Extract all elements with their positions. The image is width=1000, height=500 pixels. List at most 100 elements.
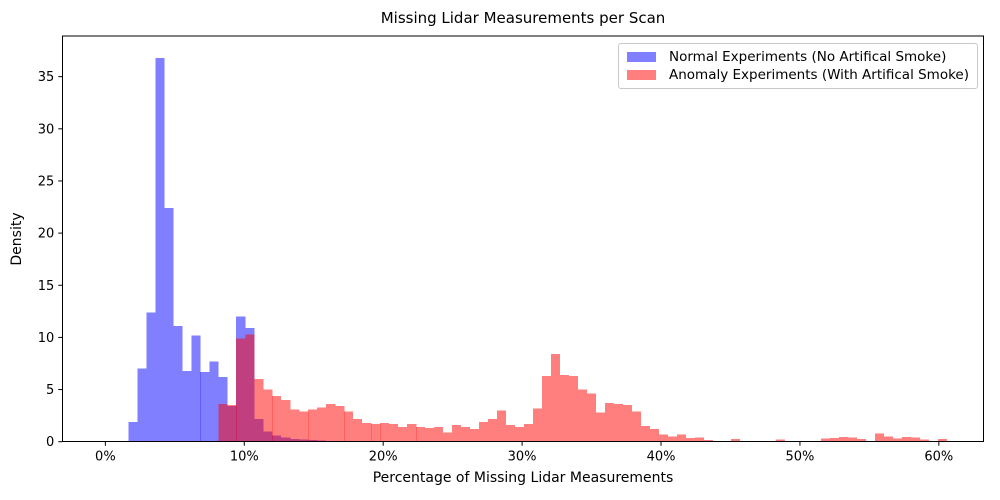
hist-bar-anomaly — [703, 440, 713, 442]
x-tick-label: 50% — [785, 450, 814, 465]
hist-bar-anomaly — [650, 429, 660, 442]
hist-bar-anomaly — [452, 425, 462, 442]
legend-item-anomaly: Anomaly Experiments (With Artifical Smok… — [627, 67, 969, 83]
hist-bar-anomaly — [290, 409, 300, 442]
x-axis-label: Percentage of Missing Lidar Measurements — [372, 470, 674, 486]
hist-bar-anomaly — [910, 437, 920, 442]
hist-bar-anomaly — [443, 432, 453, 442]
y-tick-label: 25 — [38, 174, 55, 189]
hist-bar-anomaly — [344, 411, 354, 442]
hist-bar-anomaly — [847, 437, 857, 442]
hist-bar-anomaly — [497, 410, 507, 442]
hist-bar-anomaly — [641, 426, 651, 442]
x-tick-label: 0% — [95, 450, 116, 465]
hist-bar-anomaly — [569, 376, 579, 442]
hist-bar-anomaly — [227, 405, 237, 442]
hist-bar-anomaly — [479, 421, 489, 442]
hist-bar-normal — [209, 361, 219, 442]
hist-bar-anomaly — [281, 399, 291, 442]
x-tick-label: 60% — [924, 450, 953, 465]
legend: Normal Experiments (No Artifical Smoke) … — [618, 43, 978, 89]
axes-spines — [61, 35, 984, 443]
hist-bar-anomaly — [470, 429, 480, 442]
hist-bar-anomaly — [389, 423, 399, 442]
hist-bar-anomaly — [838, 437, 848, 442]
hist-bar-anomaly — [676, 434, 687, 442]
hist-bar-normal — [173, 325, 183, 442]
hist-bar-anomaly — [461, 427, 471, 442]
hist-bar-anomaly — [272, 395, 282, 442]
hist-bar-anomaly — [659, 434, 669, 442]
hist-bar-anomaly — [236, 338, 246, 442]
hist-bar-anomaly — [614, 404, 624, 442]
legend-swatch-anomaly-icon — [627, 70, 656, 81]
y-tick-label: 5 — [46, 383, 54, 398]
hist-bar-anomaly — [308, 409, 318, 442]
hist-bar-normal — [182, 370, 192, 442]
hist-bar-anomaly — [892, 438, 902, 442]
hist-bar-anomaly — [856, 439, 866, 442]
x-tick-label: 30% — [508, 450, 537, 465]
y-tick-label: 35 — [38, 70, 55, 85]
hist-bar-anomaly — [299, 411, 309, 442]
hist-bar-anomaly — [560, 374, 570, 442]
y-tick-label: 10 — [38, 331, 55, 346]
hist-bar-anomaly — [524, 423, 534, 442]
hist-bar-anomaly — [416, 427, 426, 442]
legend-label-normal: Normal Experiments (No Artifical Smoke) — [669, 48, 947, 65]
hist-bar-anomaly — [254, 379, 264, 442]
hist-bar-anomaly — [398, 427, 408, 442]
hist-bar-anomaly — [623, 405, 633, 442]
hist-bar-anomaly — [775, 439, 785, 442]
hist-bar-anomaly — [587, 393, 597, 442]
hist-bar-anomaly — [425, 428, 435, 442]
chart-title: Missing Lidar Measurements per Scan — [380, 9, 666, 27]
x-tick-label: 20% — [369, 450, 398, 465]
hist-bar-anomaly — [605, 403, 615, 442]
hist-bar-anomaly — [551, 354, 561, 442]
hist-bar-anomaly — [407, 423, 417, 442]
hist-bar-anomaly — [542, 376, 552, 442]
hist-bar-anomaly — [371, 423, 381, 442]
y-tick-label: 30 — [38, 122, 55, 137]
hist-bar-anomaly — [596, 412, 606, 442]
hist-bar-anomaly — [362, 422, 372, 442]
hist-bar-anomaly — [731, 439, 741, 442]
hist-bar-normal — [164, 208, 174, 442]
hist-bar-anomaly — [883, 436, 893, 442]
hist-bar-anomaly — [506, 425, 516, 442]
x-tick-label: 40% — [647, 450, 676, 465]
hist-bar-anomaly — [631, 411, 642, 442]
x-tick-label: 10% — [230, 450, 259, 465]
hist-bar-anomaly — [353, 418, 363, 442]
legend-swatch-normal-icon — [627, 51, 656, 62]
hist-bar-normal — [200, 371, 210, 442]
legend-label-anomaly: Anomaly Experiments (With Artifical Smok… — [669, 67, 969, 84]
y-tick-label: 20 — [38, 227, 55, 242]
hist-bar-anomaly — [335, 406, 345, 442]
hist-bar-anomaly — [667, 436, 677, 442]
y-tick-label: 0 — [46, 435, 54, 450]
hist-bar-anomaly — [901, 437, 911, 442]
hist-bar-anomaly — [533, 408, 543, 442]
hist-bar-anomaly — [218, 404, 228, 442]
hist-bar-anomaly — [820, 438, 830, 442]
hist-bar-anomaly — [686, 438, 696, 442]
hist-bar-anomaly — [434, 427, 444, 442]
hist-bar-normal — [137, 368, 147, 442]
hist-bar-anomaly — [263, 389, 273, 442]
hist-bar-anomaly — [245, 334, 255, 442]
hist-bar-anomaly — [488, 418, 498, 442]
legend-item-normal: Normal Experiments (No Artifical Smoke) — [627, 49, 969, 65]
hist-bar-anomaly — [919, 439, 929, 442]
hist-bar-anomaly — [515, 427, 525, 442]
hist-bar-anomaly — [695, 437, 705, 442]
y-axis-label: Density — [9, 212, 25, 266]
hist-bar-anomaly — [937, 439, 947, 442]
hist-bar-normal — [191, 335, 201, 442]
hist-bar-anomaly — [380, 422, 390, 442]
y-tick-label: 15 — [38, 279, 55, 294]
hist-bar-anomaly — [326, 404, 336, 442]
